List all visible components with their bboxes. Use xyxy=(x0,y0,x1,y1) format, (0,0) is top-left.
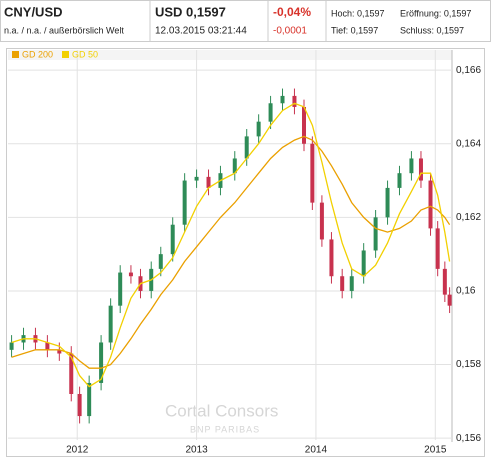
change-abs: -0,0001 xyxy=(273,26,307,37)
legend-band xyxy=(8,50,452,60)
candle-body xyxy=(435,228,440,269)
stat: Schluss: 0,1597 xyxy=(400,25,464,35)
x-tick-label: 2014 xyxy=(305,445,328,456)
candle-body xyxy=(77,393,82,417)
stat: Eröffnung: 0,1597 xyxy=(400,8,471,18)
watermark-sub: BNP PARIBAS xyxy=(190,424,260,434)
candle-body xyxy=(397,173,402,188)
candle-body xyxy=(373,217,378,251)
candle-body xyxy=(442,268,447,295)
candle-body xyxy=(194,176,199,181)
candle-body xyxy=(45,342,50,350)
candle-body xyxy=(447,294,452,306)
candle-body xyxy=(385,187,390,218)
y-tick-label: 0,156 xyxy=(456,433,481,444)
candle-body xyxy=(302,106,306,144)
candle-body xyxy=(206,176,211,188)
candle-body xyxy=(349,276,354,291)
candle-body xyxy=(329,239,334,277)
candle-body xyxy=(319,202,324,240)
candle-body xyxy=(128,272,133,277)
y-tick-label: 0,16 xyxy=(456,286,476,297)
candle-body xyxy=(87,382,92,417)
candle-body xyxy=(69,353,74,394)
change-pct: -0,04% xyxy=(273,5,311,19)
x-tick-label: 2013 xyxy=(185,445,208,456)
candle-body xyxy=(409,158,414,174)
legend-label: GD 200 xyxy=(22,49,53,59)
candle-body xyxy=(340,276,345,291)
candle-body xyxy=(361,250,366,277)
legend-label: GD 50 xyxy=(72,49,98,59)
candle-body xyxy=(118,272,123,306)
candle-body xyxy=(256,121,261,137)
x-tick-label: 2012 xyxy=(66,445,89,456)
candle-body xyxy=(170,224,175,255)
datetime: 12.03.2015 03:21:44 xyxy=(155,26,247,37)
candle-body xyxy=(232,158,237,174)
candle-body xyxy=(428,180,433,229)
candle-body xyxy=(280,95,285,104)
candle-body xyxy=(418,158,423,181)
x-tick-label: 2015 xyxy=(424,445,447,456)
candle-body xyxy=(99,342,104,383)
title: CNY/USD xyxy=(4,4,63,19)
stat: Hoch: 0,1597 xyxy=(331,8,385,18)
moving-average xyxy=(11,102,451,388)
subtitle: n.a. / n.a. / außerbörslich Welt xyxy=(4,25,124,35)
y-tick-label: 0,164 xyxy=(456,138,481,149)
chart-frame xyxy=(6,48,485,457)
watermark: Cortal Consors xyxy=(165,401,278,420)
candle-body xyxy=(9,342,14,350)
candle-body xyxy=(244,136,249,159)
stat: Tief: 0,1597 xyxy=(331,25,378,35)
candle-body xyxy=(292,95,297,107)
candle-body xyxy=(268,103,273,122)
y-tick-label: 0,162 xyxy=(456,212,481,223)
moving-average xyxy=(11,135,451,369)
legend-swatch xyxy=(62,51,69,58)
y-tick-label: 0,166 xyxy=(456,65,481,76)
candle-body xyxy=(108,305,113,343)
candle-body xyxy=(158,254,163,269)
header-frame xyxy=(0,0,491,42)
candle-body xyxy=(310,143,315,203)
price: USD 0,1597 xyxy=(155,4,226,19)
candle-body xyxy=(182,180,187,225)
legend-swatch xyxy=(12,51,19,58)
candle-body xyxy=(57,349,62,354)
y-tick-label: 0,158 xyxy=(456,359,481,370)
